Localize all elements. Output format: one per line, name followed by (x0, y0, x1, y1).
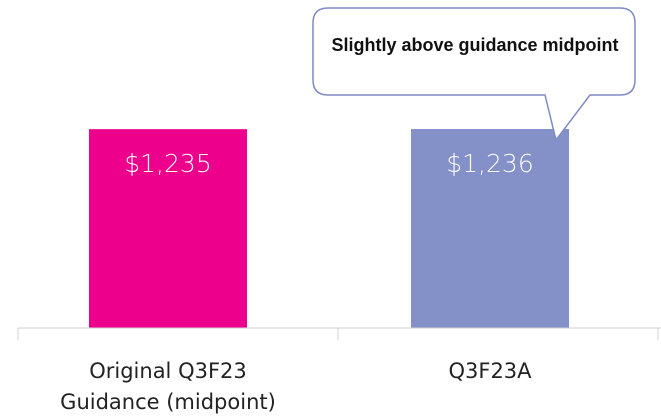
value-label: $1,236 (446, 149, 533, 178)
bar (89, 129, 247, 328)
value-label: $1,235 (124, 149, 211, 178)
bar (411, 129, 569, 328)
x-tick-label: Original Q3F23 Guidance (midpoint) (60, 359, 276, 414)
x-tick-label: Q3F23A (448, 359, 532, 383)
callout (312, 7, 636, 142)
annotation: Slightly above guidance midpoint (331, 35, 619, 55)
